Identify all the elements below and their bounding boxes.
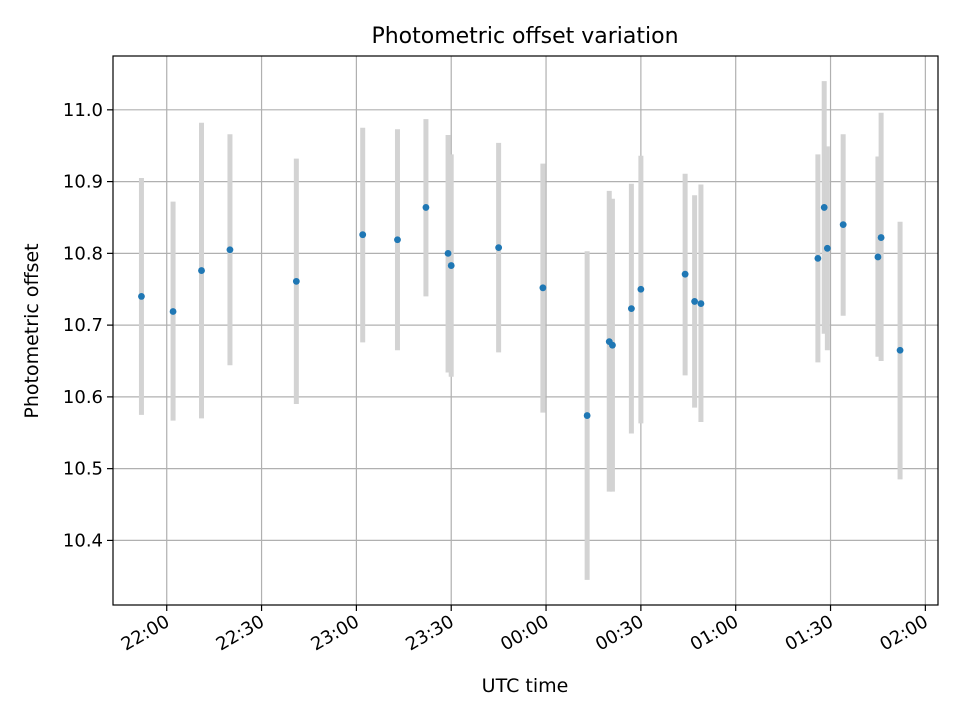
data-point	[697, 300, 705, 307]
data-point	[138, 293, 145, 300]
y-tick-label: 11.0	[63, 100, 103, 121]
y-tick-label: 10.7	[63, 315, 103, 336]
x-axis-title: UTC time	[482, 675, 569, 697]
data-point	[839, 221, 847, 229]
y-axis-ticks: 10.4 10.5 10.6 10.7 10.8 10.9 11.0	[63, 100, 113, 551]
data-point	[444, 249, 452, 257]
data-point	[394, 236, 401, 244]
data-point	[198, 267, 205, 274]
data-point	[814, 254, 822, 262]
data-point	[627, 305, 635, 313]
data-point	[874, 253, 882, 261]
data-point	[539, 284, 547, 292]
y-tick-label: 10.8	[63, 243, 103, 264]
data-point	[609, 341, 616, 349]
data-point	[820, 204, 828, 211]
y-tick-label: 10.5	[63, 459, 103, 480]
data-point	[583, 412, 591, 419]
y-tick-label: 10.9	[63, 172, 103, 193]
y-tick-label: 10.4	[63, 530, 103, 551]
data-point	[823, 244, 831, 252]
y-axis-title: Photometric offset	[21, 243, 43, 418]
data-point	[877, 234, 885, 241]
data-point	[896, 346, 904, 354]
data-point	[359, 231, 367, 239]
data-point	[169, 308, 177, 315]
data-point	[226, 246, 234, 254]
data-point	[292, 277, 300, 285]
grid	[113, 56, 938, 605]
data-point	[681, 270, 689, 278]
data-point	[422, 204, 430, 211]
data-point	[637, 285, 645, 293]
plot-frame	[112, 55, 939, 606]
data-point	[447, 262, 455, 269]
data-point	[691, 298, 699, 305]
data-points	[138, 204, 904, 419]
chart-title: Photometric offset variation	[371, 24, 678, 49]
y-tick-label: 10.6	[63, 387, 103, 408]
data-point	[495, 244, 503, 252]
